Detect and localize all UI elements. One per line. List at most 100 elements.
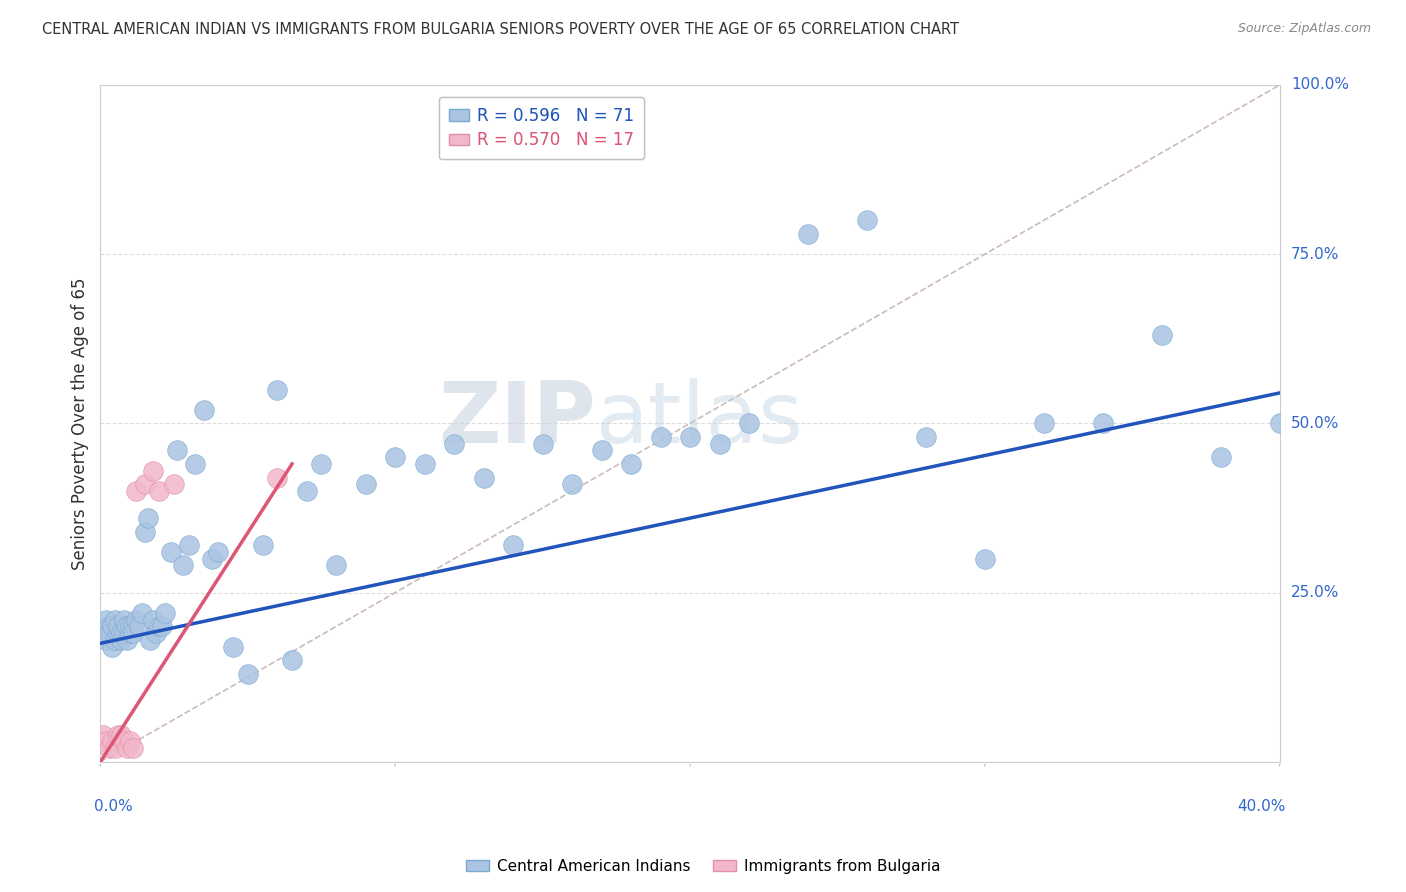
Point (98, 741, 121, 756)
Point (163, 477, 186, 491)
Text: 75.0%: 75.0% (1291, 247, 1339, 261)
Point (91, 626, 114, 640)
Point (104, 613, 127, 627)
Point (472, 470, 495, 484)
Point (620, 457, 643, 471)
Point (166, 443, 188, 458)
Point (121, 619, 143, 633)
Point (101, 640, 124, 654)
Point (107, 728, 129, 742)
Point (110, 632, 132, 647)
Point (311, 457, 333, 471)
Point (561, 477, 583, 491)
Point (118, 626, 141, 640)
Point (591, 443, 613, 458)
Point (354, 477, 377, 491)
Point (107, 619, 129, 633)
Point (139, 632, 162, 647)
Point (150, 619, 173, 633)
Point (128, 619, 150, 633)
Legend: Central American Indians, Immigrants from Bulgaria: Central American Indians, Immigrants fro… (460, 853, 946, 880)
Point (134, 477, 156, 491)
Point (104, 741, 127, 756)
Point (107, 626, 129, 640)
Point (98, 619, 121, 633)
Text: atlas: atlas (596, 378, 804, 461)
Text: 100.0%: 100.0% (1291, 78, 1348, 93)
Point (110, 728, 132, 742)
Point (236, 666, 259, 681)
Point (125, 613, 148, 627)
Point (101, 734, 124, 748)
Point (148, 484, 170, 499)
Text: 50.0%: 50.0% (1291, 416, 1339, 431)
Point (709, 436, 731, 450)
Point (148, 619, 170, 633)
Point (183, 457, 205, 471)
Point (121, 741, 143, 756)
Point (413, 457, 436, 471)
Point (142, 464, 165, 478)
Point (160, 545, 183, 559)
Point (96, 734, 118, 748)
Point (1032, 417, 1054, 431)
Point (252, 538, 274, 552)
Point (96, 632, 118, 647)
Point (134, 524, 156, 539)
Point (118, 734, 141, 748)
Text: 25.0%: 25.0% (1291, 585, 1339, 600)
Point (104, 632, 127, 647)
Point (112, 613, 135, 627)
Point (118, 619, 141, 633)
Point (222, 640, 245, 654)
Text: CENTRAL AMERICAN INDIAN VS IMMIGRANTS FROM BULGARIA SENIORS POVERTY OVER THE AGE: CENTRAL AMERICAN INDIAN VS IMMIGRANTS FR… (42, 22, 959, 37)
Point (142, 613, 165, 627)
Point (295, 484, 318, 499)
Point (121, 626, 143, 640)
Point (650, 430, 672, 444)
Point (155, 606, 177, 620)
Point (856, 213, 879, 227)
Point (797, 227, 820, 241)
Point (915, 430, 938, 444)
Point (112, 734, 135, 748)
Point (115, 741, 138, 756)
Text: ZIP: ZIP (437, 378, 596, 461)
Y-axis label: Seniors Poverty Over the Age of 65: Seniors Poverty Over the Age of 65 (72, 277, 89, 570)
Point (325, 558, 347, 573)
Point (112, 626, 135, 640)
Point (131, 606, 153, 620)
Point (1091, 417, 1114, 431)
Point (110, 626, 132, 640)
Point (177, 538, 200, 552)
Point (201, 551, 224, 566)
Point (193, 402, 215, 417)
Point (266, 470, 288, 484)
Point (207, 545, 229, 559)
Legend: R = 0.596   N = 71, R = 0.570   N = 17: R = 0.596 N = 71, R = 0.570 N = 17 (439, 96, 644, 160)
Point (973, 551, 995, 566)
Point (1150, 328, 1173, 343)
Point (1209, 450, 1232, 465)
Text: Source: ZipAtlas.com: Source: ZipAtlas.com (1237, 22, 1371, 36)
Text: 40.0%: 40.0% (1237, 799, 1285, 814)
Point (172, 558, 194, 573)
Point (125, 484, 148, 499)
Point (281, 653, 304, 667)
Point (115, 632, 138, 647)
Point (145, 626, 167, 640)
Point (266, 383, 288, 397)
Point (1268, 417, 1291, 431)
Point (679, 430, 702, 444)
Point (443, 436, 465, 450)
Point (531, 436, 554, 450)
Point (91, 728, 114, 742)
Point (96, 613, 118, 627)
Point (384, 450, 406, 465)
Point (502, 538, 524, 552)
Point (98, 626, 121, 640)
Point (115, 619, 138, 633)
Text: 0.0%: 0.0% (94, 799, 134, 814)
Point (101, 619, 124, 633)
Point (136, 511, 159, 525)
